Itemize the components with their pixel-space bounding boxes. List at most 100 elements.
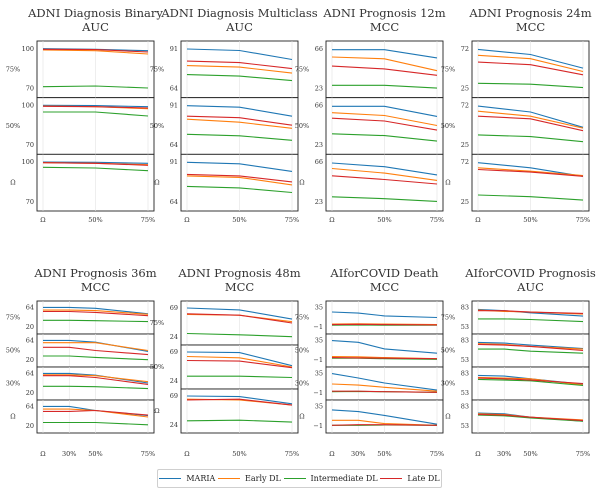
y-tick-label: 53 xyxy=(461,422,469,430)
y-tick-label: 100 xyxy=(22,158,34,166)
x-tick-label: 50% xyxy=(377,450,391,458)
y-tick-label: 35 xyxy=(315,336,323,344)
series-line-maria xyxy=(477,105,584,128)
y-tick-label: 66 xyxy=(315,101,323,109)
series-line-intermediate-dl xyxy=(477,194,584,201)
y-tick-label: 20 xyxy=(26,422,34,430)
x-tick-label: 75% xyxy=(430,216,444,224)
series-line-intermediate-dl xyxy=(43,385,149,390)
series-line-intermediate-dl xyxy=(186,185,293,194)
y-tick-label: 83 xyxy=(461,303,469,311)
x-tick-label: 75% xyxy=(141,216,155,224)
series-line-maria xyxy=(186,307,293,320)
series-line-early-dl xyxy=(186,65,293,74)
y-tick-label: 35 xyxy=(315,402,323,410)
series-line-early-dl xyxy=(477,54,584,73)
series-line-late-dl xyxy=(331,117,438,131)
chart-title-line: AIforCOVID Death xyxy=(329,266,439,280)
row-label: 75% xyxy=(295,314,309,322)
series-line-maria xyxy=(477,341,584,350)
series-line-maria xyxy=(331,340,438,354)
chart-title-line: MCC xyxy=(81,280,111,294)
legend-item-late-dl: Late DL xyxy=(380,474,440,483)
y-tick-label: 91 xyxy=(170,45,178,53)
y-tick-label: −1 xyxy=(313,323,323,331)
series-line-intermediate-dl xyxy=(331,133,438,142)
x-tick-label: Ω xyxy=(475,450,480,458)
series-line-late-dl xyxy=(186,115,293,126)
y-tick-label: 83 xyxy=(461,369,469,377)
row-label: 30% xyxy=(295,380,309,388)
y-tick-label: 64 xyxy=(26,402,34,410)
legend-item-early-dl: Early DL xyxy=(218,474,281,483)
y-tick-label: 20 xyxy=(26,323,34,331)
series-line-intermediate-dl xyxy=(478,318,584,323)
y-tick-label: 72 xyxy=(461,101,469,109)
chart-title-line: AUC xyxy=(81,20,109,34)
x-tick-label: 50% xyxy=(377,216,391,224)
chart-title-line: MCC xyxy=(370,20,400,34)
x-tick-label: 30% xyxy=(62,450,76,458)
y-tick-label: 25 xyxy=(461,84,469,92)
chart-title-line: MCC xyxy=(516,20,546,34)
series-line-late-dl xyxy=(477,61,584,76)
series-line-late-dl xyxy=(331,357,438,360)
series-line-early-dl xyxy=(43,309,149,315)
series-line-late-dl xyxy=(43,346,149,356)
x-tick-label: 50% xyxy=(88,450,102,458)
series-line-late-dl xyxy=(331,65,438,76)
series-line-early-dl xyxy=(331,167,438,181)
series-line-intermediate-dl xyxy=(43,111,149,117)
series-line-maria xyxy=(331,409,438,425)
row-label: 50% xyxy=(295,122,309,130)
y-tick-label: 72 xyxy=(461,45,469,53)
row-label: Ω xyxy=(10,179,15,187)
series-line-late-dl xyxy=(43,375,149,385)
row-label: 50% xyxy=(441,122,455,130)
chart-title-line: ADNI Prognosis 24m xyxy=(468,6,591,20)
series-line-maria xyxy=(331,162,438,176)
y-tick-label: 23 xyxy=(315,198,323,206)
series-line-late-dl xyxy=(43,409,149,416)
series-line-maria xyxy=(186,105,293,117)
row-label: Ω xyxy=(10,413,15,421)
row-label: 75% xyxy=(441,65,455,73)
series-line-early-dl xyxy=(43,342,149,352)
y-tick-label: −1 xyxy=(313,422,323,430)
y-tick-label: 70 xyxy=(26,84,34,92)
legend: MARIA Early DL Intermediate DL Late DL xyxy=(157,469,442,488)
series-line-late-dl xyxy=(477,115,584,132)
y-tick-label: 64 xyxy=(170,141,178,149)
series-line-early-dl xyxy=(186,355,293,368)
chart-title-line: MCC xyxy=(370,280,400,294)
y-tick-label: 100 xyxy=(22,45,34,53)
legend-label-intermediate-dl: Intermediate DL xyxy=(310,474,378,483)
x-tick-label: 50% xyxy=(523,450,537,458)
x-tick-label: 50% xyxy=(88,216,102,224)
y-tick-label: 69 xyxy=(170,348,178,356)
row-label: Ω xyxy=(445,413,450,421)
series-line-intermediate-dl xyxy=(331,196,438,202)
series-line-early-dl xyxy=(43,408,149,418)
y-tick-label: 53 xyxy=(461,356,469,364)
chart-title-line: ADNI Prognosis 48m xyxy=(177,266,300,280)
y-tick-label: 64 xyxy=(26,369,34,377)
y-tick-label: 83 xyxy=(461,336,469,344)
row-label: 75% xyxy=(150,65,164,73)
row-label: 50% xyxy=(6,122,20,130)
series-line-maria xyxy=(43,306,149,315)
chart-title-line: ADNI Diagnosis Multiclass xyxy=(160,6,317,20)
row-label: 50% xyxy=(6,347,20,355)
row-label: Ω xyxy=(154,179,159,187)
series-line-late-dl xyxy=(186,60,293,70)
y-tick-label: 25 xyxy=(461,141,469,149)
row-label: 75% xyxy=(441,314,455,322)
y-tick-label: 91 xyxy=(170,101,178,109)
y-tick-label: 69 xyxy=(170,304,178,312)
x-tick-label: Ω xyxy=(329,216,334,224)
legend-line-intermediate-dl xyxy=(283,478,306,479)
x-tick-label: Ω xyxy=(184,216,189,224)
